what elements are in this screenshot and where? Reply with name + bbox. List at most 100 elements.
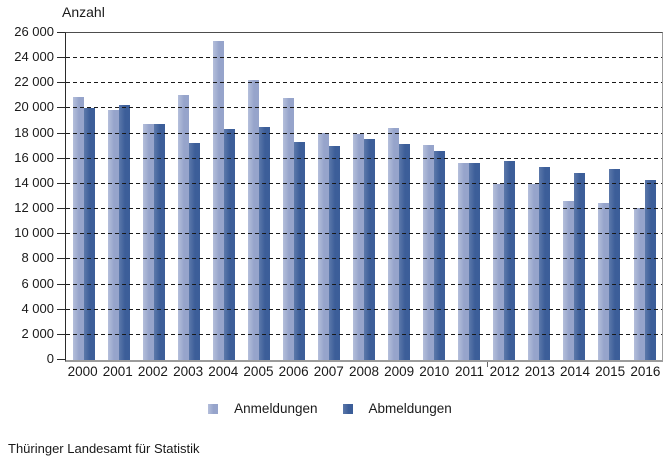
bar-group-2015 xyxy=(592,33,627,360)
bar-anmeldungen-2004 xyxy=(212,41,224,360)
y-tick-mark-6000 xyxy=(57,284,65,285)
legend-item-anmeldungen: Anmeldungen xyxy=(208,401,318,416)
y-axis-title: Anzahl xyxy=(62,4,105,20)
bar-anmeldungen-2009 xyxy=(388,128,400,360)
y-tick-mark-0 xyxy=(57,359,65,360)
x-tick-label-2000: 2000 xyxy=(67,364,98,379)
y-tick-label-4000: 4 000 xyxy=(21,301,54,316)
y-tick-mark-26000 xyxy=(57,32,65,33)
bar-group-2012 xyxy=(487,33,522,360)
y-tick-label-18000: 18 000 xyxy=(14,125,54,140)
y-tick-label-24000: 24 000 xyxy=(14,49,54,64)
x-tick-label-2009: 2009 xyxy=(384,364,415,379)
bar-group-2014 xyxy=(557,33,592,360)
y-tick-label-0: 0 xyxy=(46,351,54,366)
x-tick-label-2003: 2003 xyxy=(173,364,204,379)
bar-anmeldungen-2013 xyxy=(528,184,540,360)
y-tick-mark-2000 xyxy=(57,334,65,335)
gridline-8000 xyxy=(66,258,662,260)
legend-label-anmeldungen: Anmeldungen xyxy=(234,401,318,416)
bar-anmeldungen-2003 xyxy=(177,95,189,360)
bar-group-2008 xyxy=(347,33,382,360)
bar-anmeldungen-2007 xyxy=(317,133,329,360)
bar-group-2011 xyxy=(452,33,487,360)
bar-abmeldungen-2005 xyxy=(258,127,270,360)
gridline-14000 xyxy=(66,182,662,184)
x-axis-mid-tick xyxy=(487,362,488,367)
y-tick-label-14000: 14 000 xyxy=(14,175,54,190)
y-tick-mark-10000 xyxy=(57,233,65,234)
bar-group-2001 xyxy=(101,33,136,360)
y-tick-label-22000: 22 000 xyxy=(14,74,54,89)
bar-abmeldungen-2009 xyxy=(399,144,411,360)
x-tick-label-2006: 2006 xyxy=(278,364,309,379)
bar-group-2006 xyxy=(276,33,311,360)
bar-groups xyxy=(66,33,662,360)
bar-abmeldungen-2007 xyxy=(328,146,340,360)
bar-group-2002 xyxy=(136,33,171,360)
y-tick-mark-18000 xyxy=(57,133,65,134)
x-tick-label-2012: 2012 xyxy=(489,364,520,379)
x-tick-label-2014: 2014 xyxy=(559,364,591,379)
gridline-18000 xyxy=(66,132,662,134)
bar-group-2007 xyxy=(311,33,346,360)
bar-abmeldungen-2008 xyxy=(364,139,376,360)
x-tick-label-2002: 2002 xyxy=(137,364,168,379)
gridline-6000 xyxy=(66,283,662,285)
gridline-12000 xyxy=(66,208,662,210)
bar-abmeldungen-2004 xyxy=(223,129,235,360)
gridline-10000 xyxy=(66,233,662,235)
y-tick-mark-16000 xyxy=(57,158,65,159)
y-tick-label-16000: 16 000 xyxy=(14,150,54,165)
legend-swatch-anmeldungen-icon xyxy=(208,403,219,414)
plot-area xyxy=(65,32,663,367)
bar-anmeldungen-2000 xyxy=(72,97,84,360)
bar-abmeldungen-2016 xyxy=(644,180,656,360)
y-tick-label-6000: 6 000 xyxy=(21,276,54,291)
x-tick-label-2005: 2005 xyxy=(243,364,274,379)
x-axis-labels: 2000 2001 2002 2003 2004 2005 2006 2007 2008 2009… xyxy=(65,364,663,379)
gridline-2000 xyxy=(66,333,662,335)
bar-anmeldungen-2011 xyxy=(458,163,470,360)
bar-abmeldungen-2010 xyxy=(434,151,446,360)
bar-group-2004 xyxy=(206,33,241,360)
x-tick-label-2010: 2010 xyxy=(419,364,450,379)
bar-abmeldungen-2006 xyxy=(293,142,305,360)
bar-anmeldungen-2015 xyxy=(598,203,610,360)
bar-abmeldungen-2013 xyxy=(539,167,551,360)
x-tick-label-2011: 2011 xyxy=(454,364,484,379)
y-tick-mark-12000 xyxy=(57,208,65,209)
bar-anmeldungen-2005 xyxy=(247,80,259,360)
bar-anmeldungen-2014 xyxy=(563,201,575,360)
y-tick-mark-22000 xyxy=(57,82,65,83)
legend-swatch-abmeldungen-icon xyxy=(342,403,353,414)
gridline-20000 xyxy=(66,107,662,109)
bar-group-2009 xyxy=(382,33,417,360)
y-tick-mark-20000 xyxy=(57,107,65,108)
bar-anmeldungen-2006 xyxy=(282,98,294,360)
bar-anmeldungen-2001 xyxy=(107,110,119,360)
x-tick-label-2016: 2016 xyxy=(630,364,661,379)
gridline-16000 xyxy=(66,157,662,159)
y-tick-label-2000: 2 000 xyxy=(21,326,54,341)
y-tick-label-10000: 10 000 xyxy=(14,225,54,240)
x-tick-label-2015: 2015 xyxy=(595,364,626,379)
legend: Anmeldungen Abmeldungen xyxy=(0,401,660,416)
y-tick-label-8000: 8 000 xyxy=(21,250,54,265)
bar-abmeldungen-2014 xyxy=(574,173,586,360)
gridline-4000 xyxy=(66,308,662,310)
y-tick-mark-8000 xyxy=(57,258,65,259)
y-tick-label-20000: 20 000 xyxy=(14,99,54,114)
legend-label-abmeldungen: Abmeldungen xyxy=(368,401,452,416)
bar-anmeldungen-2002 xyxy=(142,124,154,360)
gridline-22000 xyxy=(66,82,662,84)
bar-abmeldungen-2001 xyxy=(118,105,130,360)
bar-anmeldungen-2010 xyxy=(423,145,435,360)
x-tick-label-2013: 2013 xyxy=(524,364,555,379)
x-tick-label-2007: 2007 xyxy=(313,364,344,379)
x-tick-label-2004: 2004 xyxy=(208,364,239,379)
y-tick-label-26000: 26 000 xyxy=(14,24,54,39)
source-note: Thüringer Landesamt für Statistik xyxy=(8,441,200,456)
bar-anmeldungen-2012 xyxy=(493,184,505,360)
